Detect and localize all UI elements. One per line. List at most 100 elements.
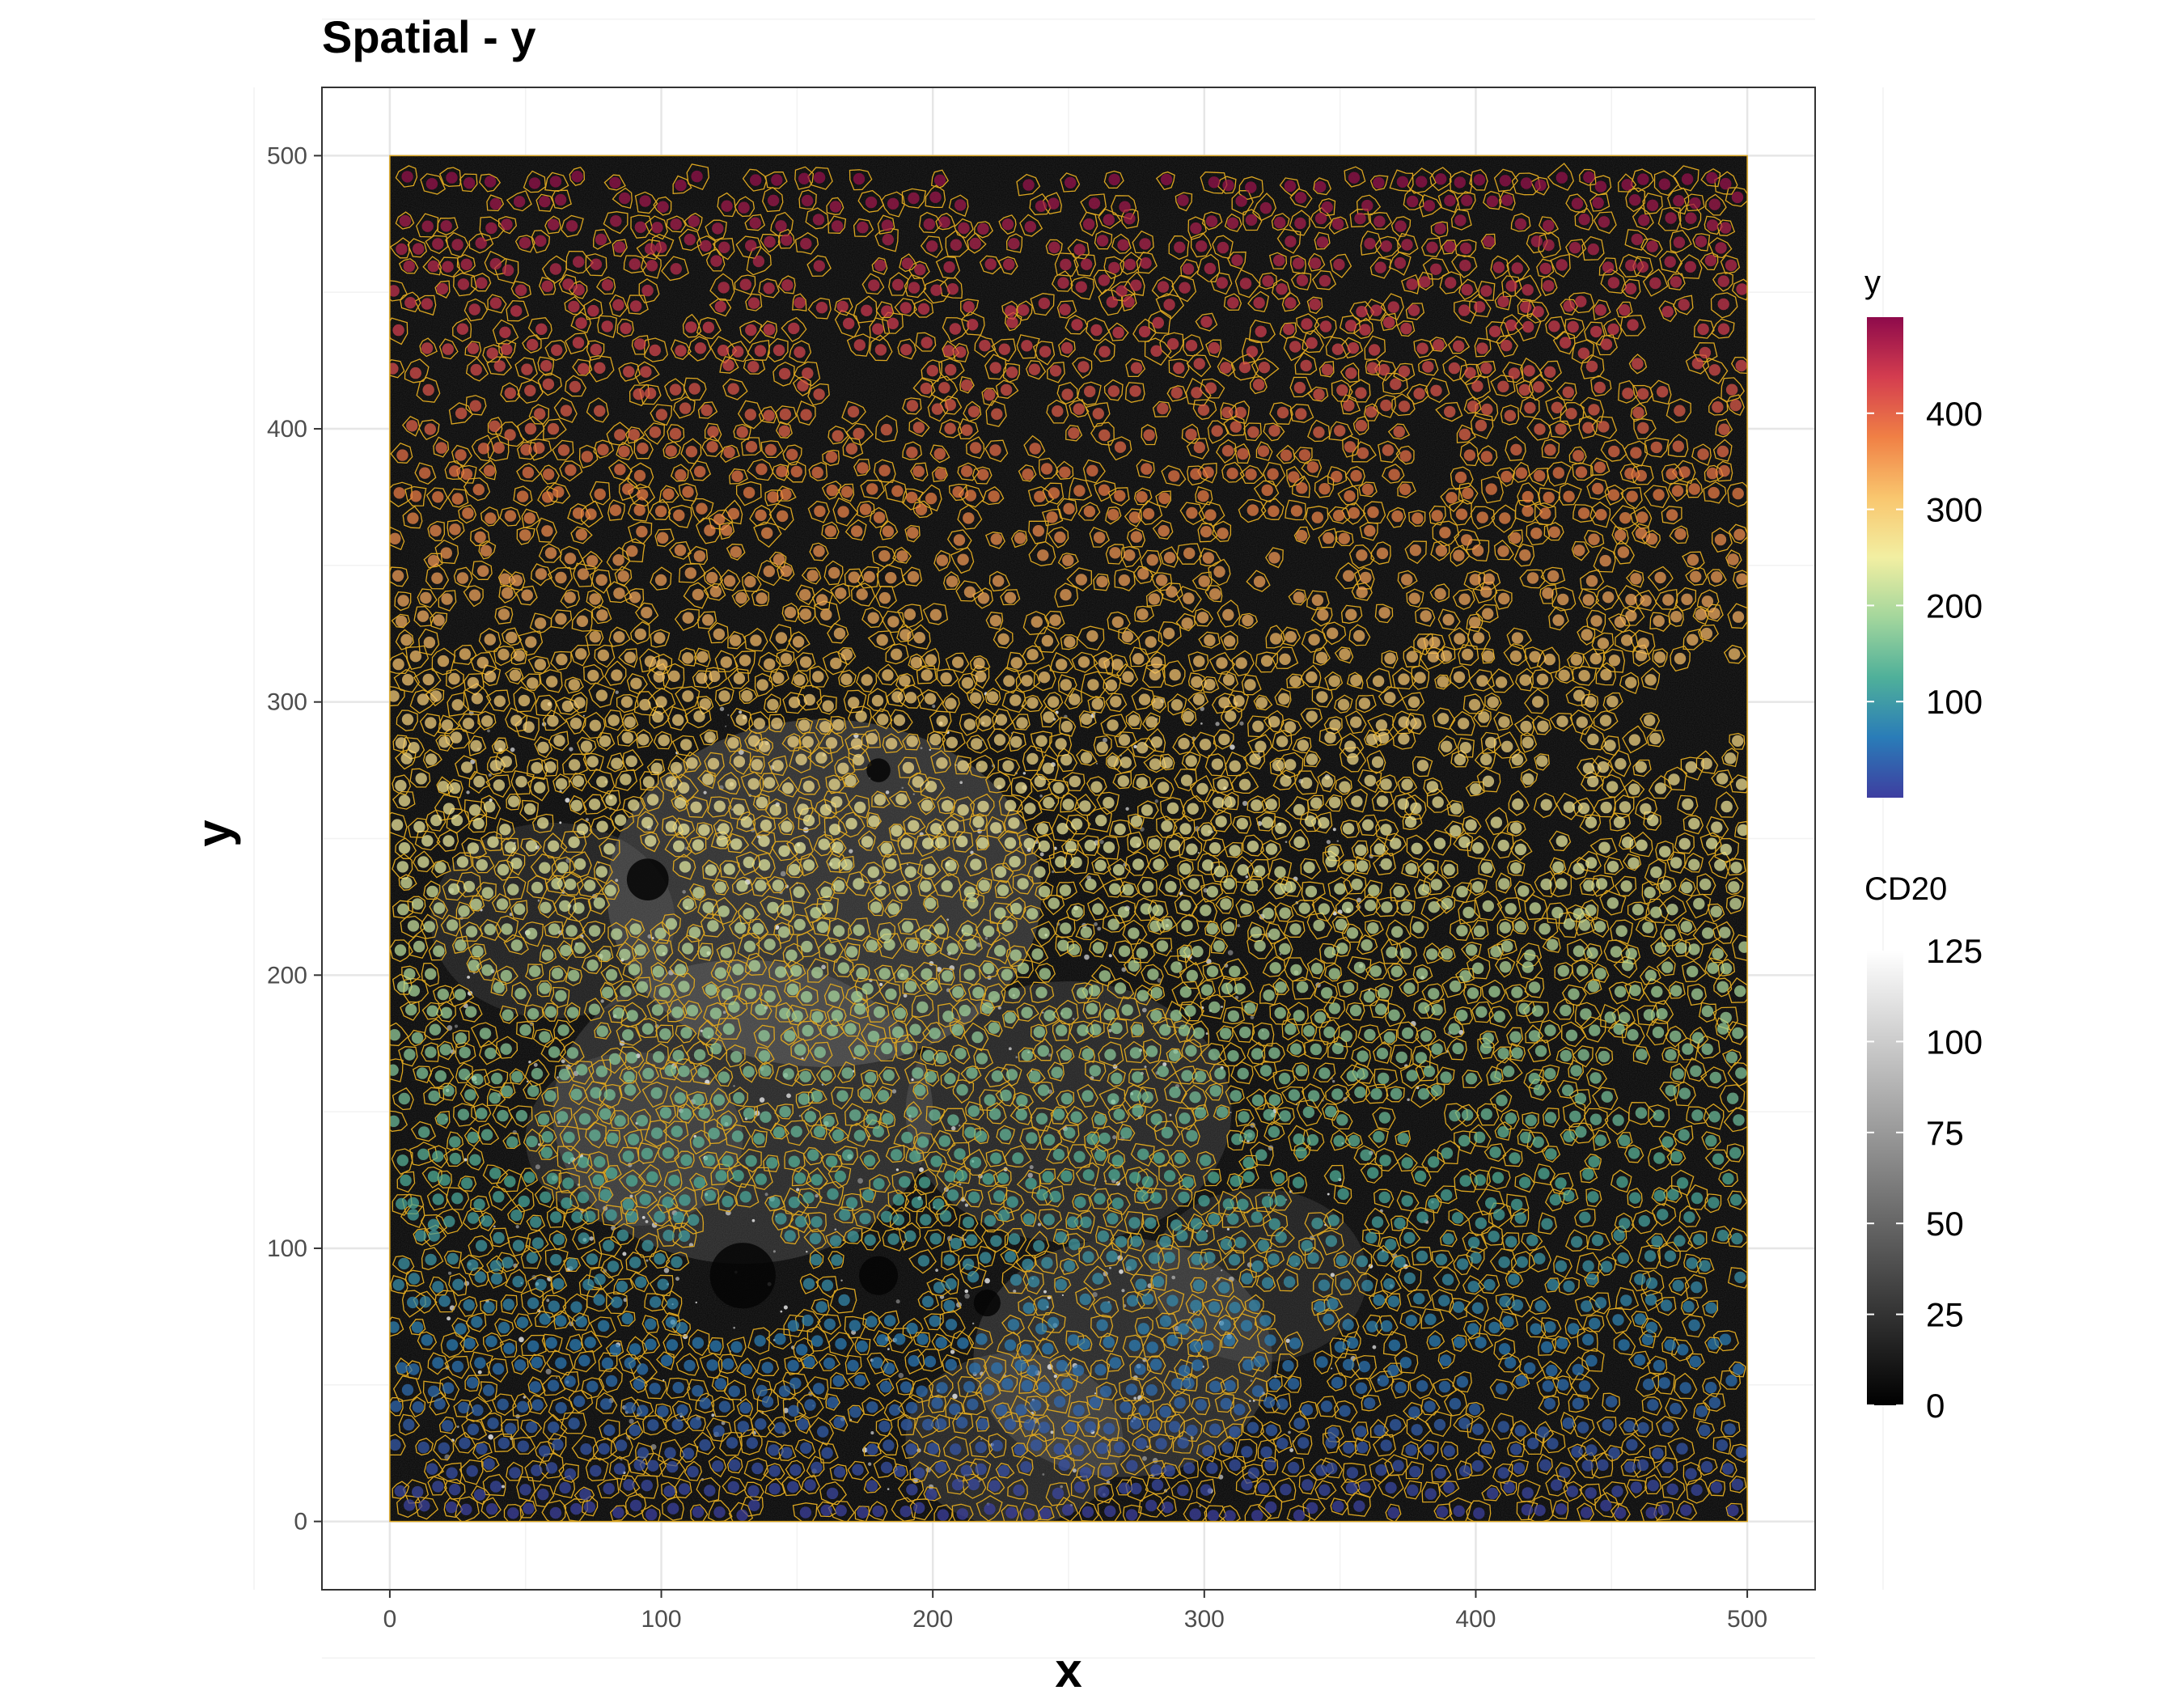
- cell-point: [785, 1230, 796, 1241]
- cell-point: [700, 1397, 711, 1409]
- cell-point: [984, 1503, 995, 1514]
- cell-point: [623, 1479, 634, 1490]
- cell-point: [1547, 1438, 1558, 1449]
- cell-point: [1065, 1422, 1077, 1434]
- cell-point: [510, 1209, 522, 1221]
- cell-point: [1648, 1480, 1659, 1491]
- cell-point: [667, 1503, 679, 1514]
- cell-point: [582, 1279, 594, 1290]
- cell-point: [663, 1485, 675, 1497]
- cell-point: [1644, 1250, 1656, 1261]
- cell-point: [1470, 1252, 1481, 1264]
- cell-point: [1269, 1218, 1280, 1230]
- cell-point: [633, 1379, 645, 1390]
- cell-point: [803, 1278, 815, 1290]
- cell-point: [849, 1320, 861, 1332]
- cell-point: [1586, 1273, 1598, 1285]
- cell-point: [526, 1421, 537, 1433]
- cell-point: [574, 1396, 585, 1407]
- cell-point: [509, 1467, 520, 1478]
- cell-point: [548, 1421, 559, 1433]
- cell-point: [817, 1426, 828, 1437]
- cell-point: [789, 1378, 801, 1389]
- cell-point: [1227, 1214, 1238, 1225]
- cell-point: [1559, 1467, 1570, 1478]
- cell-point: [1546, 1365, 1557, 1376]
- cell-point: [603, 1240, 614, 1252]
- cell-point: [849, 1406, 861, 1417]
- cell-point: [1130, 1483, 1141, 1494]
- cell-point: [1513, 1463, 1525, 1474]
- cell-point: [1453, 1301, 1464, 1312]
- cell-point: [835, 1338, 846, 1349]
- cell-point: [1412, 1424, 1423, 1435]
- cell-point: [1473, 1507, 1484, 1519]
- cell-point: [1394, 1256, 1405, 1268]
- cell-point: [1488, 1322, 1500, 1333]
- cell-point: [1510, 1443, 1522, 1455]
- cell-point: [1097, 1442, 1108, 1454]
- cell-point: [548, 1380, 559, 1392]
- cell-point: [1364, 1397, 1375, 1409]
- cell-point: [699, 1439, 710, 1451]
- cell-point: [550, 1211, 561, 1222]
- cell-point: [990, 1235, 1001, 1247]
- cell-point: [1567, 1485, 1578, 1497]
- cell-point: [1375, 1464, 1386, 1476]
- cell-point: [1293, 1510, 1305, 1521]
- cell-point: [468, 1424, 479, 1435]
- cell-point: [1581, 1300, 1592, 1311]
- cell-point: [710, 1341, 722, 1352]
- cell-point: [471, 1316, 482, 1328]
- cell-point: [913, 1502, 925, 1514]
- cell-point: [889, 1404, 900, 1416]
- cell-point: [1150, 1464, 1162, 1476]
- cell-point: [1080, 1467, 1091, 1478]
- cell-point: [857, 1506, 868, 1518]
- cell-point: [476, 1443, 487, 1455]
- cell-point: [1361, 1280, 1373, 1291]
- cell-point: [1356, 1383, 1367, 1394]
- cell-point: [925, 1356, 936, 1367]
- cell-point: [664, 1447, 675, 1459]
- cell-point: [671, 1256, 682, 1268]
- cell-point: [1280, 1484, 1291, 1495]
- cell-point: [1094, 1364, 1106, 1375]
- cell-point: [1192, 1318, 1204, 1329]
- cell-point: [736, 1510, 747, 1521]
- cell-point: [590, 1465, 601, 1476]
- cell-point: [1725, 1375, 1737, 1386]
- cell-point: [407, 1297, 418, 1308]
- cell-point: [1353, 1501, 1365, 1512]
- cell-point: [661, 1355, 672, 1366]
- cell-point: [804, 1399, 815, 1410]
- cell-point: [667, 1298, 678, 1309]
- cell-point: [1680, 1382, 1691, 1393]
- cell-point: [1254, 1356, 1265, 1367]
- cell-point: [1457, 1258, 1468, 1269]
- cell-point: [1145, 1218, 1156, 1229]
- cell-point: [1659, 1377, 1670, 1388]
- cell-point: [1581, 1507, 1592, 1519]
- cell-point: [1056, 1360, 1068, 1371]
- cell-point: [741, 1364, 752, 1375]
- cell-point: [531, 1357, 543, 1368]
- cell-point: [578, 1355, 590, 1366]
- cell-point: [1563, 1281, 1574, 1292]
- cell-point: [1505, 1357, 1516, 1368]
- cell-point: [1343, 1442, 1354, 1453]
- cell-point: [1222, 1442, 1234, 1454]
- cell-point: [1680, 1505, 1691, 1516]
- cell-point: [1357, 1256, 1368, 1267]
- cell-point: [977, 1418, 988, 1430]
- cell-point: [976, 1333, 987, 1345]
- cell-point: [603, 1425, 615, 1436]
- cell-point: [546, 1462, 557, 1473]
- cell-point: [1547, 1279, 1559, 1290]
- cell-point: [827, 1396, 838, 1408]
- cell-point: [611, 1297, 622, 1308]
- cell-point: [938, 1509, 949, 1520]
- cell-point: [1166, 1295, 1178, 1307]
- cell-point: [647, 1460, 658, 1472]
- cell-point: [1392, 1460, 1403, 1472]
